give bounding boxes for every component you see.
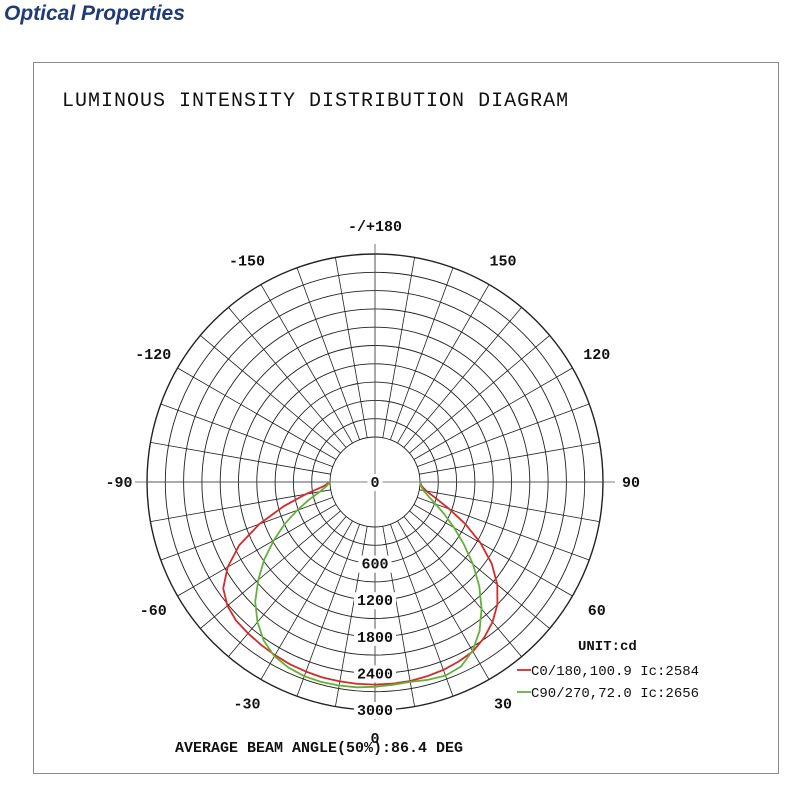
grid-spoke — [260, 284, 353, 444]
grid-spoke — [417, 403, 590, 467]
average-beam-angle-label: AVERAGE BEAM ANGLE(50%):86.4 DEG — [175, 740, 463, 757]
radial-label-bg — [354, 592, 396, 610]
radial-tick-label: 1800 — [357, 630, 393, 647]
radial-tick-labels: 0 600 1200 1800 2400 3000 — [354, 474, 396, 720]
grid-spoke — [260, 520, 353, 680]
grid-spoke — [296, 267, 360, 440]
radial-tick-label: 0 — [370, 475, 379, 492]
unit-label: UNIT:cd — [578, 639, 637, 655]
radial-tick-label: 2400 — [357, 666, 393, 683]
grid-spoke — [413, 504, 573, 597]
grid-spoke — [177, 504, 337, 597]
series-curves — [222, 481, 499, 689]
grid-spoke — [150, 442, 331, 475]
radial-tick-label: 600 — [361, 557, 388, 574]
legend: C0/180,100.9 Ic:2584 C90/270,72.0 Ic:2656 — [517, 664, 699, 702]
grid-spoke — [413, 367, 573, 460]
grid-spoke — [390, 267, 454, 440]
grid-spoke — [403, 307, 522, 448]
grid-spoke — [419, 442, 600, 475]
angle-labels: 0 30 60 90 120 150 -/+180 -150 -120 -90 -60 -30 — [105, 219, 640, 748]
angle-label: -/+180 — [348, 219, 402, 236]
grid-spoke — [160, 403, 333, 467]
grid-spoke — [150, 489, 331, 522]
grid-spoke — [296, 524, 360, 697]
radial-label-bg — [354, 702, 396, 719]
chart-title: LUMINOUS INTENSITY DISTRIBUTION DIAGRAM — [62, 90, 569, 113]
section-title: Optical Properties — [4, 2, 185, 25]
angle-label: -150 — [229, 253, 265, 270]
angle-label: 120 — [583, 347, 610, 364]
chart-frame — [33, 62, 779, 774]
grid-spoke — [409, 335, 550, 454]
grid-spoke — [228, 307, 347, 448]
grid-spoke — [382, 257, 415, 438]
grid-spoke — [417, 497, 590, 561]
grid-spoke — [409, 510, 550, 629]
grid-spoke — [419, 489, 600, 522]
angle-label: 30 — [494, 697, 512, 714]
radial-label-bg — [367, 474, 383, 491]
legend-label: C0/180,100.9 Ic:2584 — [531, 664, 699, 680]
angle-label: 0 — [370, 731, 379, 748]
angle-label: -30 — [233, 697, 260, 714]
angle-label: 90 — [622, 475, 640, 492]
grid-spoke — [403, 516, 522, 657]
angle-label: 150 — [489, 253, 516, 270]
grid-spoke — [200, 335, 341, 454]
series-line-0 — [222, 481, 499, 686]
angle-label: 60 — [588, 603, 606, 620]
radial-label-bg — [358, 555, 392, 573]
radial-label-bg — [354, 665, 396, 683]
radial-tick-label: 3000 — [357, 703, 393, 720]
grid-spoke — [160, 497, 333, 561]
grid-spoke — [390, 524, 454, 697]
angle-label: -60 — [140, 603, 167, 620]
radial-label-bg — [354, 628, 396, 646]
grid-spoke — [397, 520, 490, 680]
series-line-1 — [254, 481, 483, 689]
angle-label: -120 — [135, 347, 171, 364]
radial-tick-label: 1200 — [357, 593, 393, 610]
legend-label: C90/270,72.0 Ic:2656 — [531, 686, 699, 702]
grid-spoke — [397, 284, 490, 444]
grid-spoke — [177, 367, 337, 460]
grid-spoke — [335, 257, 368, 438]
angle-label: -90 — [105, 475, 132, 492]
grid-spoke — [200, 510, 341, 629]
